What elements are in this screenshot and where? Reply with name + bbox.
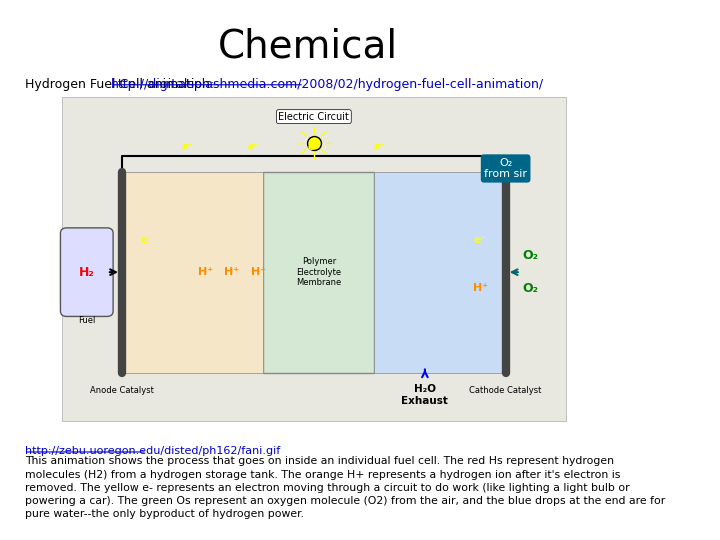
Text: e⁻: e⁻	[248, 142, 259, 152]
FancyBboxPatch shape	[374, 172, 505, 373]
Text: Electric Circuit: Electric Circuit	[279, 112, 349, 122]
FancyBboxPatch shape	[61, 97, 566, 421]
Text: Polymer
Electrolyte
Membrane: Polymer Electrolyte Membrane	[297, 257, 341, 287]
Text: e⁻: e⁻	[374, 142, 385, 152]
Text: e⁻: e⁻	[308, 142, 320, 152]
Text: H⁺: H⁺	[198, 267, 213, 277]
Text: e⁻: e⁻	[182, 142, 194, 152]
FancyBboxPatch shape	[122, 172, 264, 373]
FancyBboxPatch shape	[264, 172, 374, 373]
Text: H⁺: H⁺	[225, 267, 240, 277]
Text: H₂: H₂	[79, 266, 94, 279]
Text: This animation shows the process that goes on inside an individual fuel cell. Th: This animation shows the process that go…	[24, 456, 665, 519]
Text: http://digitalsplashmedia.com/2008/02/hydrogen-fuel-cell-animation/: http://digitalsplashmedia.com/2008/02/hy…	[111, 78, 544, 91]
Text: H⁺: H⁺	[473, 284, 488, 293]
Text: O₂: O₂	[523, 282, 539, 295]
Text: http://zebu.uoregon.edu/disted/ph162/fani.gif: http://zebu.uoregon.edu/disted/ph162/fan…	[24, 446, 280, 456]
Text: Chemical: Chemical	[217, 27, 397, 65]
Text: e⁻: e⁻	[140, 235, 154, 245]
Text: Fuel: Fuel	[78, 316, 96, 325]
Text: Hydrogen Fuel Cell animation:: Hydrogen Fuel Cell animation:	[24, 78, 217, 91]
Text: Anode Catalyst: Anode Catalyst	[90, 386, 154, 395]
Text: H₂O
Exhaust: H₂O Exhaust	[402, 384, 449, 406]
FancyBboxPatch shape	[60, 228, 113, 316]
Text: e⁻: e⁻	[474, 235, 487, 245]
Text: Cathode Catalyst: Cathode Catalyst	[469, 386, 542, 395]
Text: O₂
from sir: O₂ from sir	[484, 158, 527, 179]
Text: O₂: O₂	[523, 249, 539, 262]
Text: H⁺: H⁺	[251, 267, 266, 277]
